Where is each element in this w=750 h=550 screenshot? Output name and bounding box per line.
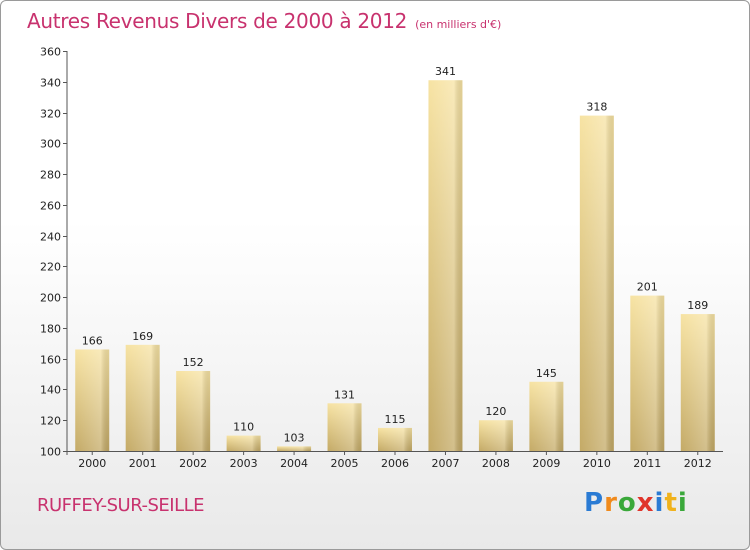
commune-name: RUFFEY-SUR-SEILLE [37,495,205,516]
y-tick-label: 200 [40,292,61,305]
x-tick-label: 2009 [532,457,560,470]
bar-value-label: 145 [536,367,557,380]
x-tick-label: 2003 [230,457,258,470]
chart-subtitle: (en milliers d'€) [415,18,502,31]
logo-letter: P [584,488,605,518]
proxiti-logo: Proxiti [584,488,688,518]
x-tick-label: 2002 [179,457,207,470]
bar-shade [478,420,513,451]
logo-letter: r [604,488,618,518]
chart-title: Autres Revenus Divers de 2000 à 2012 (en … [27,9,501,33]
bar-shade [277,446,312,451]
y-tick-label: 360 [40,46,61,59]
bar-shade [75,349,110,451]
bar-value-label: 318 [586,101,607,114]
x-tick-label: 2011 [633,457,661,470]
bar-shade [125,344,160,451]
y-tick-label: 120 [40,415,61,428]
x-tick-label: 2007 [431,457,459,470]
x-tick-label: 2006 [381,457,409,470]
y-tick-label: 180 [40,323,61,336]
logo-letter: i [654,488,665,518]
y-tick-label: 340 [40,77,61,90]
y-tick-label: 100 [40,446,61,459]
y-tick-label: 280 [40,169,61,182]
x-tick-label: 2001 [129,457,157,470]
x-tick-label: 2010 [583,457,611,470]
logo-letter: o [617,488,637,518]
bar-value-label: 341 [435,65,456,78]
bar-value-label: 115 [385,413,406,426]
bar-shade [327,403,362,451]
bar-value-label: 103 [284,431,305,444]
bar-value-label: 131 [334,388,355,401]
y-tick-label: 160 [40,354,61,367]
x-tick-label: 2000 [78,457,106,470]
y-tick-label: 140 [40,384,61,397]
bar-shade [378,427,412,451]
logo-letter: t [664,488,678,518]
x-tick-label: 2004 [280,457,308,470]
bar-value-label: 201 [637,281,658,294]
bar-shade [529,381,564,451]
bar-shade [428,80,463,451]
y-tick-label: 320 [40,108,61,121]
bar-value-label: 120 [485,405,506,418]
y-tick-label: 300 [40,138,61,151]
logo-letter: x [636,488,655,518]
x-tick-label: 2012 [684,457,712,470]
bar-shade [630,295,665,451]
y-tick-label: 260 [40,200,61,213]
bar-value-label: 166 [82,334,103,347]
x-tick-label: 2005 [331,457,359,470]
x-tick-label: 2008 [482,457,510,470]
y-tick-label: 220 [40,261,61,274]
bar-shade [226,435,261,451]
bar-value-label: 169 [132,330,153,343]
logo-letter: i [677,488,688,518]
bar-value-label: 189 [687,299,708,312]
y-tick-label: 240 [40,231,61,244]
chart-title-text: Autres Revenus Divers de 2000 à 2012 [27,9,408,33]
bar-shade [579,115,614,451]
bar-value-label: 152 [183,356,204,369]
bar-shade [680,314,715,451]
bar-value-label: 110 [233,421,254,434]
bar-shade [176,371,211,451]
